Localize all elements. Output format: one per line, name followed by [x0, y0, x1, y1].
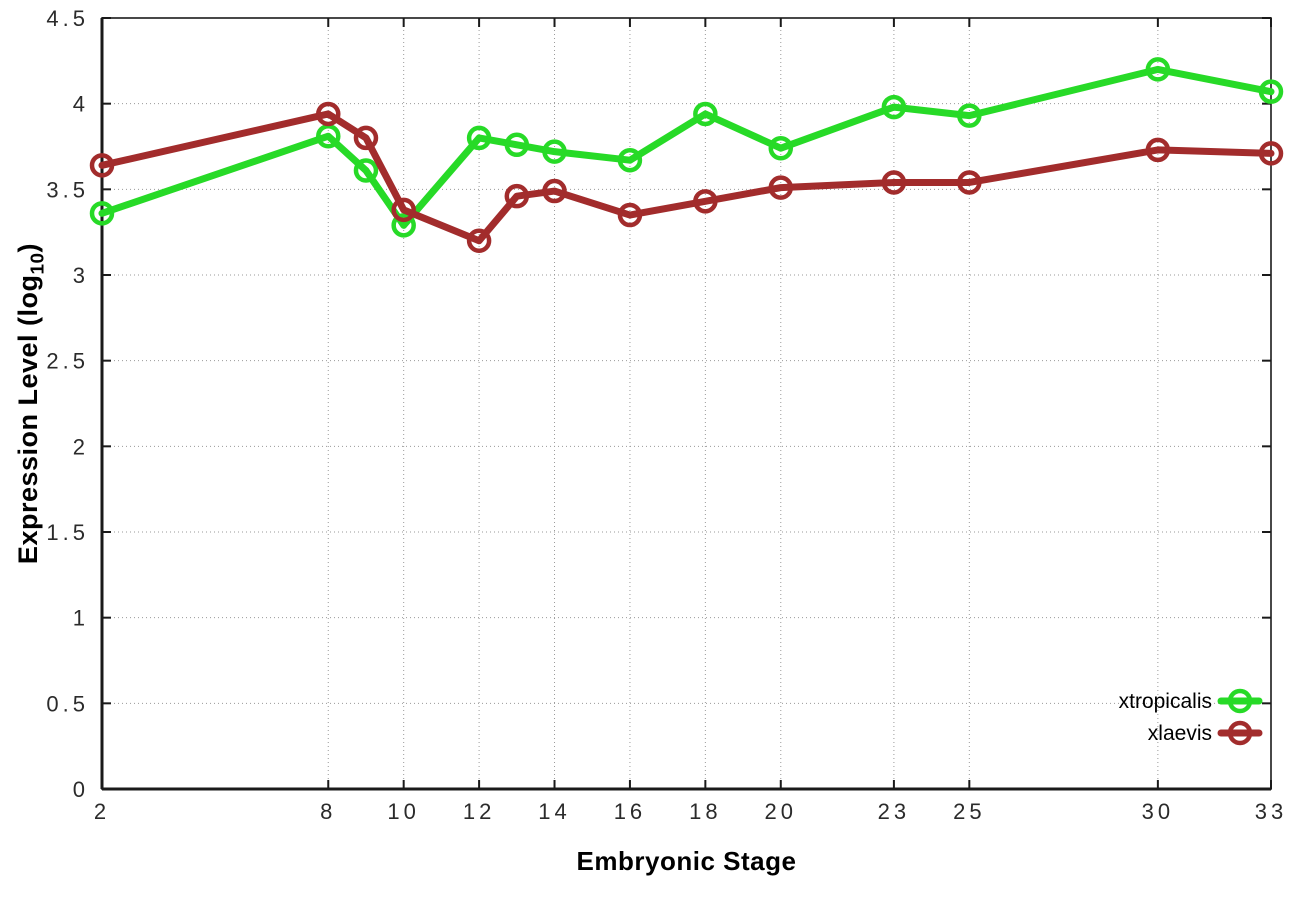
x-tick-label: 14: [538, 799, 570, 824]
y-tick-label: 3.5: [46, 177, 89, 202]
data-point-xlaevis: [542, 178, 567, 204]
x-tick-label: 18: [689, 799, 721, 824]
data-point-xlaevis: [316, 101, 341, 127]
y-tick-label: 0: [73, 777, 89, 802]
data-point-xtropicalis: [316, 123, 341, 149]
legend-label-xlaevis: xlaevis: [1148, 722, 1212, 745]
data-point-xtropicalis: [391, 213, 416, 238]
data-point-xtropicalis: [881, 94, 907, 120]
y-tick-label: 4: [73, 92, 89, 117]
data-point-xtropicalis: [617, 147, 643, 173]
y-tick-label: 2: [73, 434, 89, 459]
y-axis-label: Expression Level (log10): [6, 18, 50, 789]
legend-label-xtropicalis: xtropicalis: [1119, 690, 1212, 713]
y-tick-label: 1: [73, 606, 89, 631]
data-point-xlaevis: [617, 202, 643, 228]
y-tick-label: 3: [73, 263, 89, 288]
data-point-xlaevis: [1145, 137, 1171, 163]
data-point-xtropicalis: [504, 132, 530, 158]
data-point-xlaevis: [693, 189, 718, 214]
legend-sample-marker-xlaevis: [1227, 720, 1253, 746]
y-axis-label-subscript: 10: [27, 252, 49, 275]
x-tick-label: 8: [320, 799, 336, 824]
y-tick-label: 2.5: [46, 349, 89, 374]
x-tick-label: 2: [94, 799, 110, 824]
series-line-xlaevis: [98, 110, 1275, 245]
y-tick-label: 1.5: [46, 520, 89, 545]
data-point-xtropicalis: [957, 103, 982, 128]
data-point-xtropicalis: [1145, 57, 1171, 82]
data-point-xtropicalis: [542, 139, 567, 164]
data-point-xlaevis: [466, 228, 492, 253]
data-point-xlaevis: [353, 125, 379, 151]
x-tick-label: 16: [614, 799, 646, 824]
x-tick-label: 25: [953, 799, 985, 824]
x-tick-label: 10: [387, 799, 419, 824]
data-point-xlaevis: [504, 183, 530, 209]
data-point-xlaevis: [768, 175, 794, 200]
y-axis-label-text: Expression Level (log: [13, 274, 43, 565]
data-point-xtropicalis: [466, 125, 492, 151]
data-point-xtropicalis: [353, 158, 379, 183]
data-point-xtropicalis: [1258, 79, 1284, 104]
y-tick-label: 4.5: [46, 6, 89, 31]
x-axis-label: Embryonic Stage: [576, 846, 797, 876]
legend-sample-marker-xtropicalis: [1227, 688, 1253, 714]
x-tick-label: 30: [1142, 799, 1174, 824]
data-point-xtropicalis: [768, 135, 794, 161]
y-axis-label-close: ): [13, 242, 43, 253]
x-tick-label: 33: [1255, 799, 1287, 824]
x-tick-label: 12: [463, 799, 495, 824]
x-tick-label: 20: [765, 799, 797, 824]
data-point-xlaevis: [881, 170, 907, 195]
data-point-xlaevis: [957, 170, 982, 195]
data-point-xlaevis: [1258, 141, 1284, 166]
y-tick-label: 0.5: [46, 691, 89, 716]
data-point-xlaevis: [89, 153, 115, 178]
x-tick-label: 23: [878, 799, 910, 824]
data-point-xlaevis: [391, 197, 416, 223]
plot-border: [101, 17, 1272, 790]
data-point-xtropicalis: [89, 201, 115, 226]
data-point-xtropicalis: [693, 101, 718, 127]
